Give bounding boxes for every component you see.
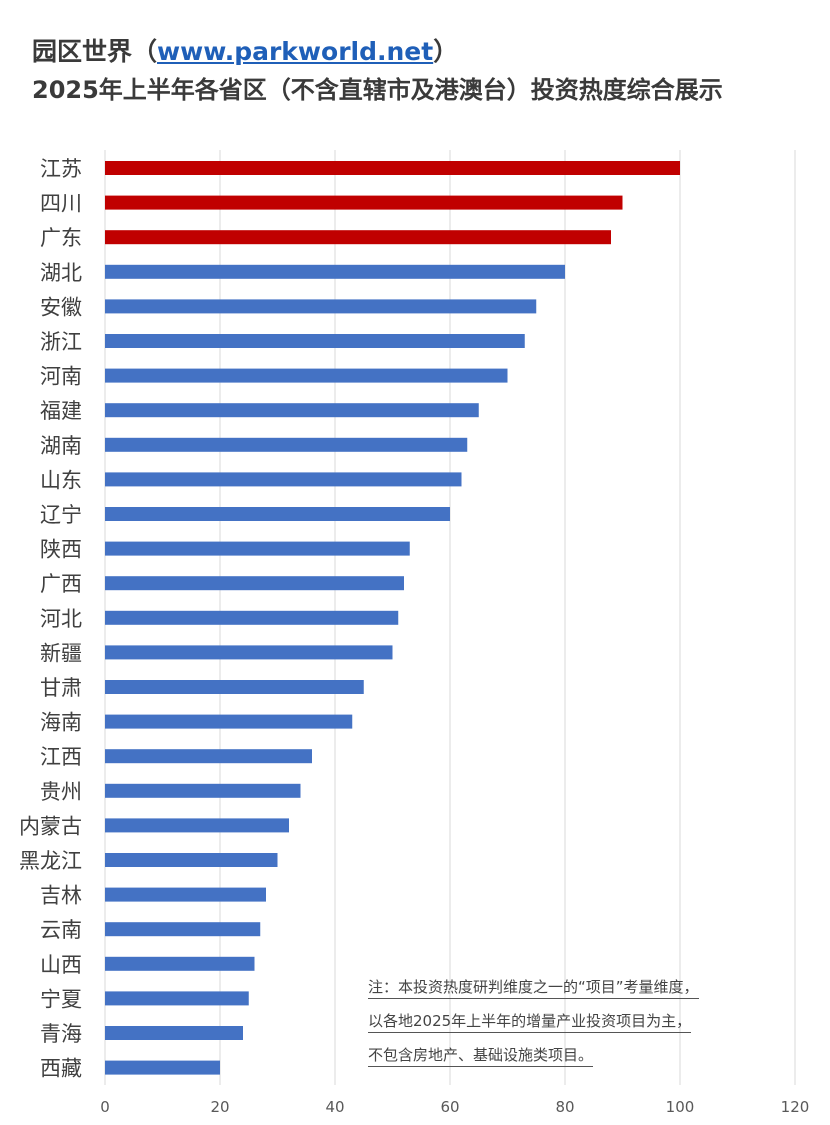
bar — [105, 610, 399, 625]
bar — [105, 1060, 220, 1075]
category-label: 吉林 — [40, 884, 82, 908]
category-label: 山西 — [40, 953, 82, 977]
x-tick-label: 80 — [555, 1098, 574, 1116]
chart-title: 园区世界（www.parkworld.net） 2025年上半年各省区（不含直辖… — [32, 34, 723, 108]
category-label: 湖北 — [40, 261, 82, 285]
category-label: 甘肃 — [40, 676, 82, 700]
bar — [105, 507, 450, 521]
bar — [105, 161, 680, 175]
category-label: 黑龙江 — [19, 849, 82, 873]
chart-note: 注：本投资热度研判维度之一的“项目”考量维度， 以各地2025年上半年的增量产业… — [368, 970, 788, 1072]
bar — [105, 749, 312, 764]
category-label: 云南 — [40, 918, 82, 942]
title-line-2: 2025年上半年各省区（不含直辖市及港澳台）投资热度综合展示 — [32, 76, 723, 104]
x-tick-label: 0 — [100, 1098, 110, 1116]
title-suffix: ） — [433, 37, 459, 66]
bar — [105, 334, 525, 348]
category-label: 宁夏 — [40, 987, 82, 1011]
category-label: 内蒙古 — [19, 814, 82, 838]
category-label: 贵州 — [40, 780, 82, 804]
note-line-3: 不包含房地产、基础设施类项目。 — [368, 1038, 788, 1072]
x-tick-label: 60 — [440, 1098, 459, 1116]
category-label: 辽宁 — [40, 503, 82, 527]
category-label: 西藏 — [40, 1057, 82, 1081]
bar — [105, 714, 353, 729]
bar — [105, 853, 278, 867]
bar — [105, 195, 623, 210]
title-link[interactable]: www.parkworld.net — [157, 37, 434, 66]
bar — [105, 541, 410, 556]
x-tick-label: 20 — [210, 1098, 229, 1116]
bar — [105, 680, 364, 694]
category-label: 新疆 — [40, 641, 82, 665]
category-label: 山东 — [40, 468, 82, 492]
category-label: 江苏 — [40, 157, 82, 181]
bar — [105, 922, 261, 937]
note-line-2: 以各地2025年上半年的增量产业投资项目为主， — [368, 1004, 788, 1038]
category-label: 浙江 — [40, 330, 82, 354]
bar — [105, 956, 255, 971]
category-label: 湖南 — [40, 434, 82, 458]
bar — [105, 783, 301, 798]
category-label: 江西 — [40, 745, 82, 769]
x-tick-label: 40 — [325, 1098, 344, 1116]
bar — [105, 437, 468, 452]
note-line-1: 注：本投资热度研判维度之一的“项目”考量维度， — [368, 970, 788, 1004]
category-label: 广东 — [40, 226, 82, 250]
category-label: 河南 — [40, 365, 82, 389]
bar — [105, 299, 537, 314]
bar — [105, 991, 249, 1006]
x-tick-label: 100 — [666, 1098, 695, 1116]
category-label: 福建 — [40, 399, 82, 423]
x-tick-label: 120 — [781, 1098, 810, 1116]
bar — [105, 230, 611, 245]
bar — [105, 403, 479, 418]
category-label: 河北 — [40, 607, 82, 631]
bar — [105, 368, 508, 383]
bar — [105, 576, 404, 591]
bar — [105, 264, 565, 279]
category-label: 青海 — [40, 1022, 82, 1046]
title-line-1: 园区世界（www.parkworld.net） — [32, 34, 723, 70]
bar — [105, 887, 266, 902]
bar — [105, 472, 462, 487]
bar — [105, 1026, 243, 1040]
category-label: 安徽 — [40, 295, 82, 319]
category-label: 海南 — [40, 711, 82, 735]
category-label: 四川 — [40, 192, 82, 216]
category-label: 陕西 — [40, 538, 82, 562]
category-label: 广西 — [40, 572, 82, 596]
bar — [105, 645, 393, 660]
title-prefix: 园区世界（ — [32, 37, 158, 66]
bar — [105, 818, 289, 833]
